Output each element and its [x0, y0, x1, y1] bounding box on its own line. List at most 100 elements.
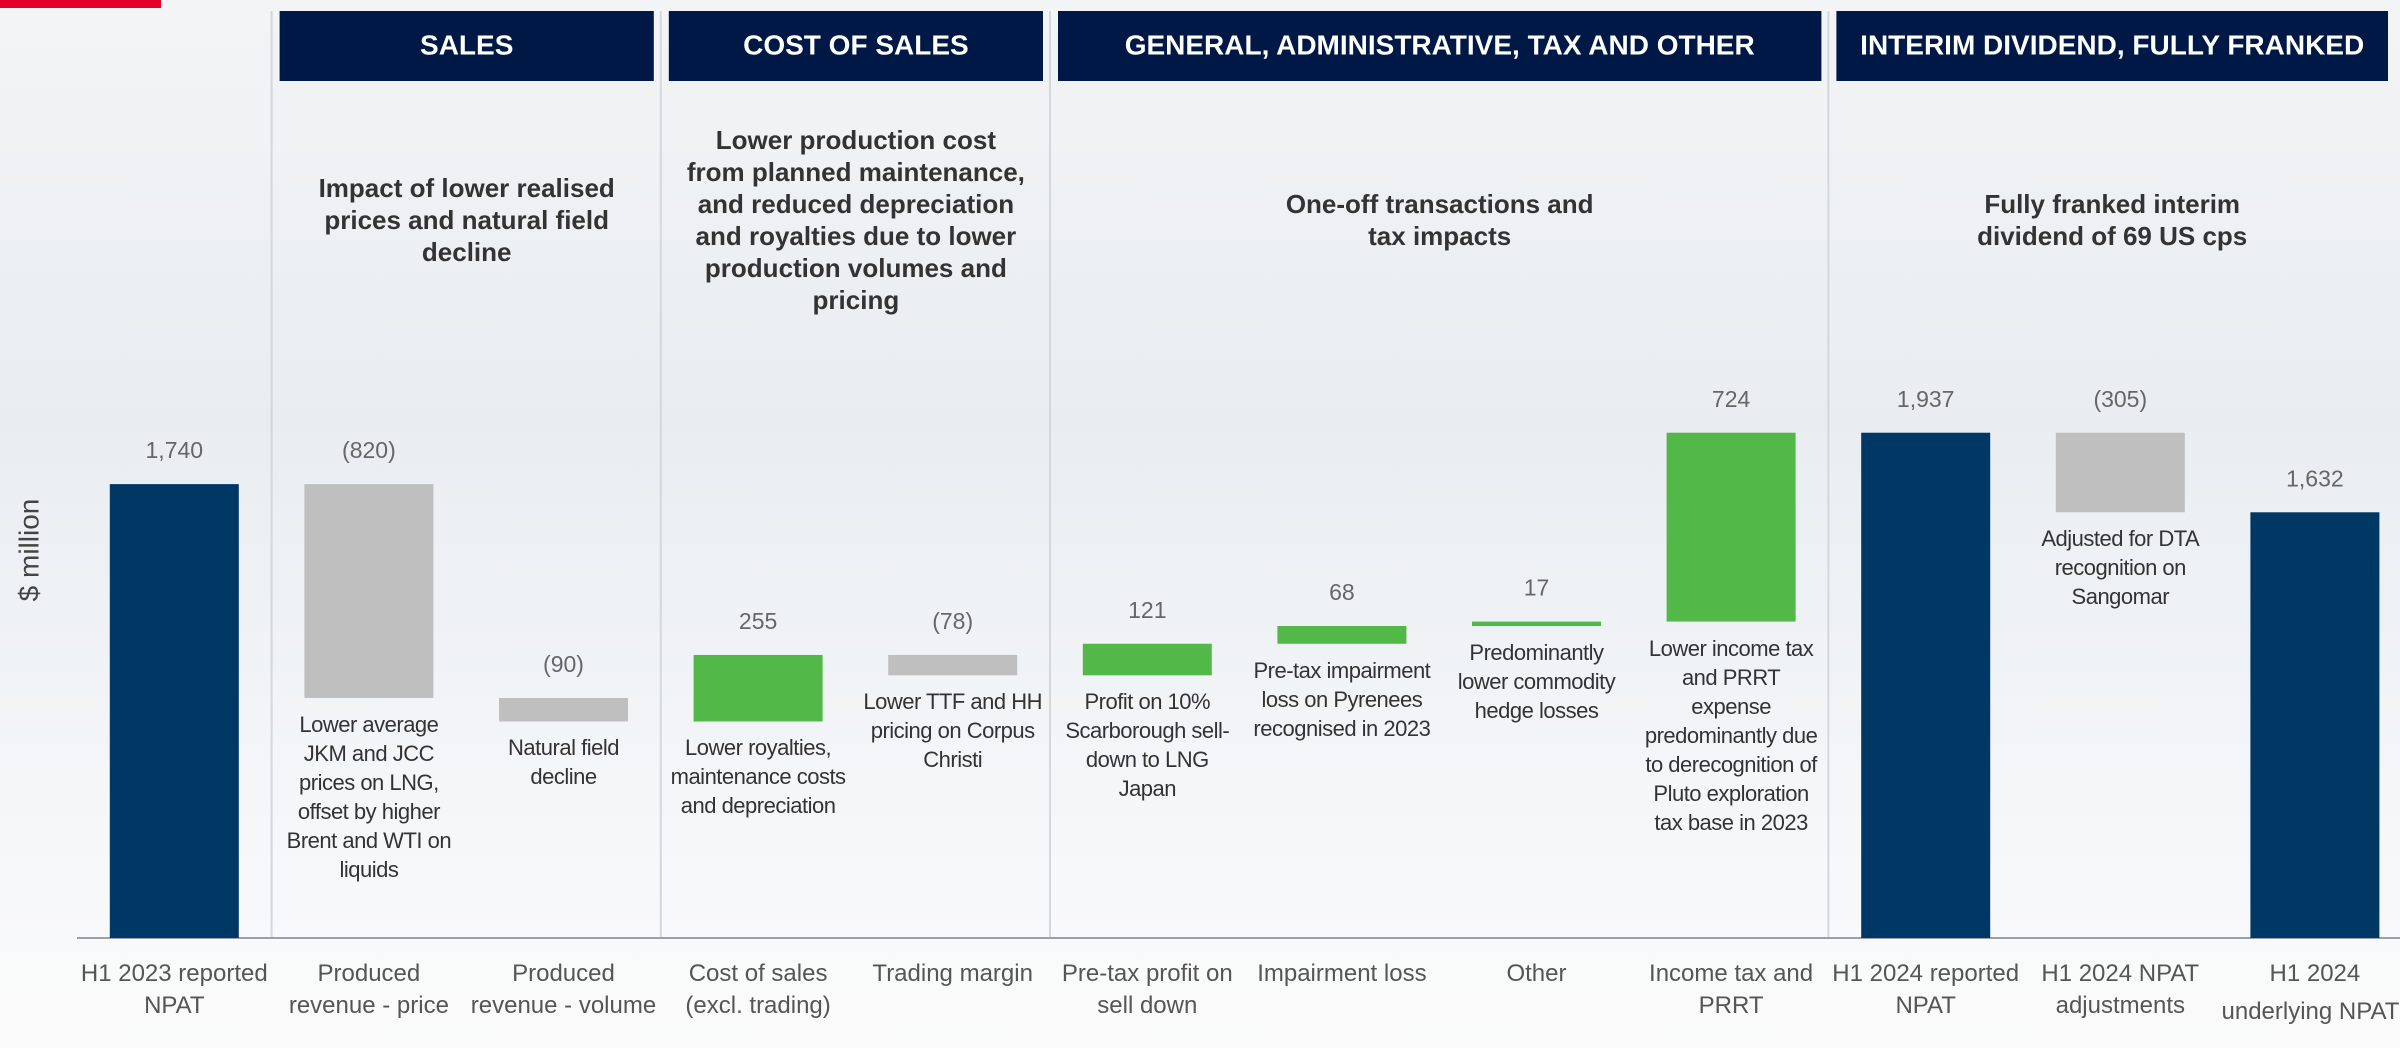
- bar-annotation-box: Lower royalties, maintenance costs and d…: [670, 735, 846, 819]
- x-tick-label-box: Income tax and PRRT: [1636, 958, 1827, 1022]
- x-tick-label: H1 2024 underlying NPAT1: [2220, 958, 2400, 1028]
- category-text: Pre-tax profit on sell down: [1061, 960, 1233, 1019]
- x-tick-label: H1 2024 NPAT adjustments: [2025, 958, 2216, 1022]
- bar-annotation: Lower TTF and HH pricing on Corpus Chris…: [863, 689, 1043, 773]
- bar-annotation-box: Lower TTF and HH pricing on Corpus Chris…: [863, 689, 1043, 773]
- bar-annotation: Natural field decline: [508, 735, 619, 790]
- x-tick-label: Income tax and PRRT: [1636, 958, 1827, 1022]
- bar-annotation: Lower average JKM and JCC prices on LNG,…: [286, 712, 452, 882]
- x-tick-label-box: H1 2024 NPAT adjustments: [2025, 958, 2216, 1022]
- section-description: Fully franked interim dividend of 69 US …: [1977, 189, 2248, 251]
- bar-annotation-box: Lower income tax and PRRT expense predom…: [1644, 635, 1818, 835]
- section-header: [1058, 11, 1822, 81]
- category-text: H1 2024 reported NPAT: [1832, 960, 2020, 1019]
- value-label: 121: [1128, 597, 1166, 623]
- x-tick-label-box: Cost of sales (excl. trading): [663, 958, 854, 1022]
- section-description-wrap: One-off transactions and tax impacts: [1270, 100, 1610, 340]
- section-title: COST OF SALES: [743, 29, 969, 60]
- section-description-box: Lower production cost from planned maint…: [686, 100, 1026, 340]
- x-tick-label: Other: [1441, 958, 1632, 990]
- section-description: Lower production cost from planned maint…: [686, 125, 1025, 315]
- x-tick-label-box: Impairment loss: [1247, 958, 1438, 990]
- bar: [2055, 432, 2185, 513]
- section-header: [668, 11, 1043, 81]
- category-text: H1 2024 NPAT adjustments: [2041, 960, 2200, 1019]
- x-tick-label: Produced revenue - price: [274, 958, 465, 1022]
- x-tick-label: Cost of sales (excl. trading): [663, 958, 854, 1022]
- bar-annotation-box: Pre-tax impairment loss on Pyrenees reco…: [1253, 657, 1431, 741]
- x-tick-label: Produced revenue - volume: [468, 958, 659, 1022]
- x-tick-label-box: Other: [1441, 958, 1632, 990]
- section-header: [279, 11, 654, 81]
- section-header: [1836, 11, 2388, 81]
- bar: [1082, 643, 1212, 676]
- x-tick-label-box: Produced revenue - price: [274, 958, 465, 1022]
- bar: [1861, 432, 1991, 938]
- section-description-wrap: Fully franked interim dividend of 69 US …: [1942, 100, 2282, 340]
- bar: [499, 698, 628, 722]
- bar: [693, 654, 823, 722]
- category-text: H1 2023 reported NPAT: [80, 960, 268, 1019]
- value-label: 68: [1329, 579, 1355, 605]
- bar-annotation-box: Predominantly lower commodity hedge loss…: [1457, 640, 1616, 723]
- bar-annotation: Lower royalties, maintenance costs and d…: [670, 735, 846, 819]
- y-axis-label: $ million: [13, 499, 44, 602]
- section-title: GENERAL, ADMINISTRATIVE, TAX AND OTHER: [1125, 29, 1755, 60]
- bar-annotation-box: Profit on 10% Scarborough sell-down to L…: [1065, 689, 1230, 802]
- value-label: 724: [1712, 386, 1751, 412]
- bar-annotation: Predominantly lower commodity hedge loss…: [1457, 640, 1616, 723]
- value-label: 17: [1524, 575, 1550, 601]
- bar-annotation: Profit on 10% Scarborough sell-down to L…: [1065, 689, 1230, 802]
- section-description-wrap: Lower production cost from planned maint…: [686, 100, 1026, 340]
- category-text: Produced revenue - volume: [470, 960, 657, 1019]
- value-label: 1,937: [1897, 386, 1955, 412]
- section-title: SALES: [420, 29, 513, 60]
- value-label: (820): [342, 437, 396, 463]
- category-text: Produced revenue - price: [288, 960, 449, 1019]
- x-tick-label-box: H1 2023 reported NPAT: [79, 958, 270, 1022]
- value-label: 1,632: [2286, 465, 2344, 491]
- category-text: Trading margin: [872, 960, 1033, 987]
- x-tick-label-box: Trading margin: [857, 958, 1048, 990]
- section-description-box: Fully franked interim dividend of 69 US …: [1942, 100, 2282, 340]
- x-tick-label: H1 2023 reported NPAT: [79, 958, 270, 1022]
- category-text: Income tax and PRRT: [1649, 960, 1814, 1019]
- category-text: Impairment loss: [1257, 960, 1427, 987]
- x-tick-label-box: Produced revenue - volume: [468, 958, 659, 1022]
- bar-annotation: Lower income tax and PRRT expense predom…: [1644, 635, 1818, 835]
- x-tick-label: H1 2024 reported NPAT: [1830, 958, 2021, 1022]
- bar: [109, 484, 239, 938]
- bar-annotation: Adjusted for DTA recognition on Sangomar: [2041, 526, 2200, 610]
- value-label: 1,740: [146, 437, 204, 463]
- category-text: Cost of sales (excl. trading): [685, 960, 831, 1019]
- bar-annotation: Pre-tax impairment loss on Pyrenees reco…: [1253, 657, 1431, 741]
- value-label: (90): [543, 651, 584, 677]
- x-tick-label: Impairment loss: [1247, 958, 1438, 990]
- section-description-wrap: Impact of lower realised prices and natu…: [297, 100, 637, 340]
- value-label: 255: [739, 608, 777, 634]
- x-tick-label-box: H1 2024 underlying NPAT1: [2220, 958, 2400, 1028]
- value-label: (305): [2093, 386, 2147, 412]
- x-tick-label-box: Pre-tax profit on sell down: [1052, 958, 1243, 1022]
- section-description-box: Impact of lower realised prices and natu…: [297, 100, 637, 340]
- category-text: Other: [1506, 960, 1567, 987]
- section-description: Impact of lower realised prices and natu…: [318, 173, 615, 267]
- bar: [1666, 432, 1796, 622]
- value-label: (78): [932, 608, 973, 634]
- bar-annotation-box: Natural field decline: [508, 735, 619, 790]
- section-description: One-off transactions and tax impacts: [1285, 189, 1594, 251]
- bar: [1472, 621, 1601, 627]
- category-text: H1 2024 underlying NPAT: [2221, 960, 2400, 1025]
- x-tick-label: Pre-tax profit on sell down: [1052, 958, 1243, 1022]
- bar: [888, 654, 1018, 676]
- section-title: INTERIM DIVIDEND, FULLY FRANKED: [1860, 29, 2364, 60]
- brand-accent: [0, 0, 161, 8]
- x-tick-label: Trading margin: [857, 958, 1048, 990]
- bar: [1277, 626, 1407, 644]
- section-description-box: One-off transactions and tax impacts: [1270, 100, 1610, 340]
- bar-annotation-box: Lower average JKM and JCC prices on LNG,…: [286, 712, 452, 882]
- bar: [2250, 512, 2380, 938]
- bar: [304, 484, 434, 699]
- x-tick-label-box: H1 2024 reported NPAT: [1830, 958, 2021, 1022]
